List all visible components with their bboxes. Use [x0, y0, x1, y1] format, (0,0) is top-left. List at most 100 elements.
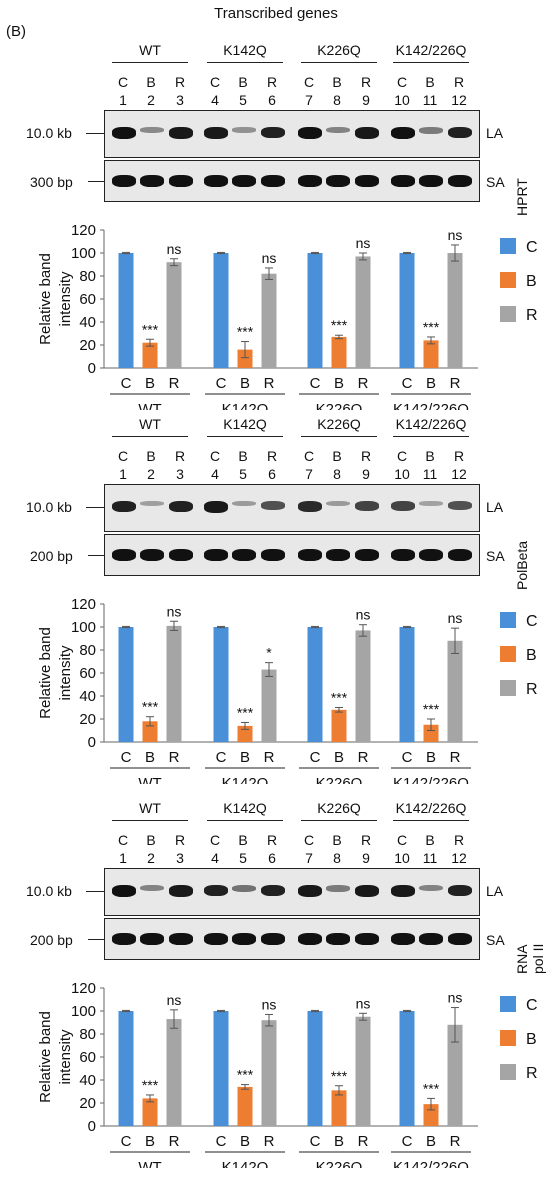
- x-sub-label: R: [169, 1133, 180, 1150]
- lane-number: 7: [299, 466, 319, 482]
- la-band: [261, 885, 285, 896]
- y-tick-label: 60: [79, 665, 96, 682]
- y-axis-label-line1: Relative band: [37, 253, 54, 345]
- lane-number: 8: [327, 466, 347, 482]
- group-underline: [393, 62, 469, 63]
- la-band: [391, 885, 415, 897]
- x-sub-label: B: [240, 749, 250, 766]
- sa-band: [140, 933, 164, 945]
- significance-label: ***: [423, 1080, 440, 1096]
- la-band: [232, 501, 256, 506]
- legend-label: C: [526, 239, 538, 256]
- lane-letter: B: [327, 832, 347, 848]
- lane-letter: R: [170, 74, 190, 90]
- x-sub-label: C: [310, 1133, 321, 1150]
- lane-number: 4: [205, 850, 225, 866]
- group-underline: [301, 820, 377, 821]
- bar-b: [332, 337, 347, 368]
- gel-group-label: WT: [105, 800, 195, 816]
- legend-swatch-r: [500, 680, 516, 696]
- gel-group-label: K226Q: [294, 42, 384, 58]
- lane-letter: B: [233, 74, 253, 90]
- bar-b: [332, 710, 347, 742]
- group-underline: [207, 436, 283, 437]
- bar-c: [214, 1011, 229, 1126]
- sa-band: [232, 549, 256, 561]
- lane-number: 5: [233, 850, 253, 866]
- la-marker-label: 10.0 kb: [26, 499, 72, 515]
- y-tick-label: 80: [79, 642, 96, 659]
- la-band: [326, 885, 350, 892]
- la-band: [232, 127, 256, 133]
- y-tick-label: 40: [79, 314, 96, 331]
- group-underline: [112, 436, 188, 437]
- y-axis-label-line2: intensity: [57, 271, 74, 327]
- sa-band: [112, 933, 136, 945]
- la-marker-label: 10.0 kb: [26, 125, 72, 141]
- x-category-label: WT: [138, 401, 161, 410]
- significance-label: ***: [331, 1068, 348, 1084]
- marker-tick: [86, 507, 104, 508]
- la-band: [169, 885, 193, 897]
- gel-group-label: WT: [105, 42, 195, 58]
- lane-number: 6: [262, 92, 282, 108]
- sa-band: [391, 933, 415, 945]
- y-axis-label-line1: Relative band: [37, 627, 54, 719]
- significance-label: ***: [142, 1077, 159, 1093]
- lane-letter: C: [299, 448, 319, 464]
- y-tick-label: 20: [79, 711, 96, 728]
- lane-number: 2: [141, 466, 161, 482]
- sa-side-label: SA: [486, 932, 505, 948]
- la-band: [419, 501, 443, 506]
- la-band: [169, 127, 193, 139]
- lane-number: 5: [233, 466, 253, 482]
- gel-group-label: K142/226Q: [386, 416, 476, 432]
- la-band: [169, 501, 193, 512]
- lane-number: 1: [113, 850, 133, 866]
- sa-band: [232, 933, 256, 945]
- lane-number: 8: [327, 850, 347, 866]
- sa-band: [169, 549, 193, 561]
- bar-chart: 0 20 40 60 80 100 120 Relative band intensity ***…: [0, 210, 552, 410]
- gel-chart-section: WT K142Q K226Q K142/226Q C 1 B 2 R 3 C 4 B 5 R 6 C 7 B 8 R 9 C…: [0, 796, 552, 1166]
- la-band: [204, 885, 228, 896]
- lane-letter: R: [262, 832, 282, 848]
- legend-swatch-c: [500, 612, 516, 628]
- y-tick-label: 120: [71, 222, 96, 239]
- lane-number: 11: [420, 92, 440, 108]
- bar-c: [214, 627, 229, 742]
- gel-group-label: K226Q: [294, 800, 384, 816]
- la-band: [112, 127, 136, 139]
- bar-c: [119, 627, 134, 742]
- lane-letter: R: [449, 74, 469, 90]
- lane-number: 12: [449, 92, 469, 108]
- lane-number: 9: [356, 466, 376, 482]
- sa-band: [140, 175, 164, 187]
- bar-b: [332, 1090, 347, 1126]
- bar-r: [356, 1017, 371, 1126]
- gel-group-label: WT: [105, 416, 195, 432]
- sa-marker-label: 200 bp: [30, 548, 73, 564]
- lane-letter: B: [420, 448, 440, 464]
- bar-b: [238, 1087, 253, 1126]
- gel-group-label: K142Q: [200, 42, 290, 58]
- x-sub-label: C: [402, 749, 413, 766]
- la-band: [326, 127, 350, 133]
- la-band: [391, 127, 415, 139]
- lane-letter: C: [392, 74, 412, 90]
- figure-title: Transcribed genes: [0, 6, 552, 21]
- x-category-label: K142/226Q: [393, 775, 469, 784]
- x-sub-label: B: [240, 1133, 250, 1150]
- lane-letter: B: [420, 832, 440, 848]
- sa-band: [112, 549, 136, 561]
- lane-number: 11: [420, 466, 440, 482]
- significance-label: ***: [331, 317, 348, 333]
- x-category-label: K226Q: [316, 401, 363, 410]
- sa-band: [298, 549, 322, 561]
- la-gel: [104, 484, 480, 532]
- sa-band: [261, 175, 285, 187]
- bar-r: [448, 641, 463, 742]
- sa-band: [204, 933, 228, 945]
- x-sub-label: R: [169, 749, 180, 766]
- x-sub-label: R: [358, 1133, 369, 1150]
